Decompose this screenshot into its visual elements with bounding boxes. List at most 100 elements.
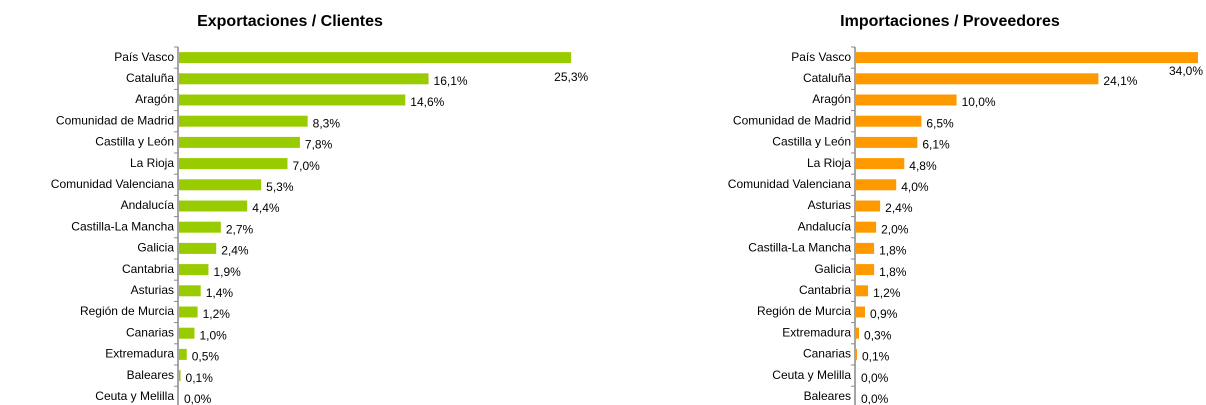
category-label: Asturias (131, 283, 174, 297)
category-label: Ceuta y Melilla (95, 389, 174, 403)
value-label: 1,0% (200, 328, 228, 342)
category-label: Baleares (127, 368, 174, 382)
value-label: 1,8% (879, 244, 907, 258)
category-label: Asturias (808, 198, 851, 212)
value-label: 4,0% (901, 180, 929, 194)
value-label: 6,5% (926, 116, 954, 130)
bar (179, 285, 201, 297)
value-label: 0,0% (861, 392, 889, 405)
category-label: País Vasco (791, 50, 851, 64)
bar (856, 52, 1198, 64)
bar (856, 306, 866, 318)
value-label: 8,3% (313, 116, 341, 130)
value-label: 1,8% (879, 265, 907, 279)
category-label: Canarias (126, 325, 174, 339)
bar (856, 115, 922, 127)
category-label: Cataluña (803, 71, 851, 85)
value-label: 0,9% (870, 307, 898, 321)
category-label: Extremadura (105, 347, 174, 361)
category-label: Comunidad Valenciana (728, 177, 852, 191)
value-label: 4,8% (909, 159, 937, 173)
value-label: 0,5% (192, 350, 220, 364)
category-label: Galicia (137, 241, 174, 255)
value-label: 0,1% (862, 350, 890, 364)
category-label: Castilla-La Mancha (71, 219, 174, 233)
bar (856, 136, 918, 148)
value-label: 0,0% (184, 392, 212, 405)
category-label: La Rioja (130, 156, 174, 170)
category-label: Canarias (803, 347, 851, 361)
bar (179, 52, 572, 64)
category-label: País Vasco (114, 50, 174, 64)
category-label: La Rioja (807, 156, 851, 170)
value-label: 0,0% (861, 371, 889, 385)
bar (179, 94, 406, 106)
bar (856, 264, 875, 276)
value-label: 34,0% (1169, 64, 1203, 78)
bar (856, 73, 1099, 85)
category-label: Aragón (135, 92, 174, 106)
category-label: Galicia (814, 262, 851, 276)
value-label: 5,3% (266, 180, 294, 194)
value-label: 2,7% (226, 222, 254, 236)
value-label: 2,0% (881, 222, 909, 236)
category-label: Cantabria (799, 283, 851, 297)
bar (179, 306, 198, 318)
chart-title: Exportaciones / Clientes (197, 13, 383, 30)
bar (856, 221, 877, 233)
value-label: 7,0% (293, 159, 321, 173)
value-label: 4,4% (252, 201, 280, 215)
bar (179, 158, 288, 170)
value-label: 24,1% (1103, 74, 1137, 88)
category-label: Comunidad Valenciana (51, 177, 175, 191)
bar (856, 158, 905, 170)
bar (856, 200, 881, 212)
category-label: Cataluña (126, 71, 174, 85)
value-label: 1,2% (203, 307, 231, 321)
category-label: Comunidad de Madrid (733, 113, 851, 127)
bar (179, 264, 209, 276)
category-label: Cantabria (122, 262, 174, 276)
bar (856, 327, 860, 339)
bar (179, 327, 195, 339)
bar (856, 348, 858, 360)
bar (856, 179, 897, 191)
bar (179, 136, 300, 148)
chart-title: Importaciones / Proveedores (840, 13, 1060, 30)
value-label: 1,4% (206, 286, 234, 300)
value-label: 1,2% (873, 286, 901, 300)
category-label: Castilla y León (772, 135, 851, 149)
bar (179, 348, 187, 360)
value-label: 7,8% (305, 138, 333, 152)
value-label: 0,1% (186, 371, 214, 385)
bar (179, 242, 217, 254)
category-label: Castilla-La Mancha (748, 241, 851, 255)
value-label: 0,3% (864, 328, 892, 342)
bar (179, 115, 308, 127)
value-label: 2,4% (885, 201, 913, 215)
bar (856, 94, 957, 106)
value-label: 6,1% (922, 138, 950, 152)
value-label: 14,6% (410, 95, 444, 109)
bar (856, 285, 869, 297)
category-label: Castilla y León (95, 135, 174, 149)
bar (856, 242, 875, 254)
value-label: 10,0% (962, 95, 996, 109)
category-label: Aragón (812, 92, 851, 106)
bar (179, 73, 429, 85)
category-label: Andalucía (121, 198, 175, 212)
category-label: Ceuta y Melilla (772, 368, 851, 382)
value-label: 16,1% (434, 74, 468, 88)
bar (179, 221, 221, 233)
category-label: Andalucía (798, 219, 852, 233)
bar (179, 370, 181, 382)
value-label: 1,9% (213, 265, 241, 279)
value-label: 2,4% (221, 244, 249, 258)
value-label: 25,3% (554, 70, 588, 84)
bar (179, 179, 262, 191)
category-label: Extremadura (782, 325, 851, 339)
bar (179, 200, 248, 212)
category-label: Baleares (804, 389, 851, 403)
category-label: Región de Murcia (757, 304, 851, 318)
